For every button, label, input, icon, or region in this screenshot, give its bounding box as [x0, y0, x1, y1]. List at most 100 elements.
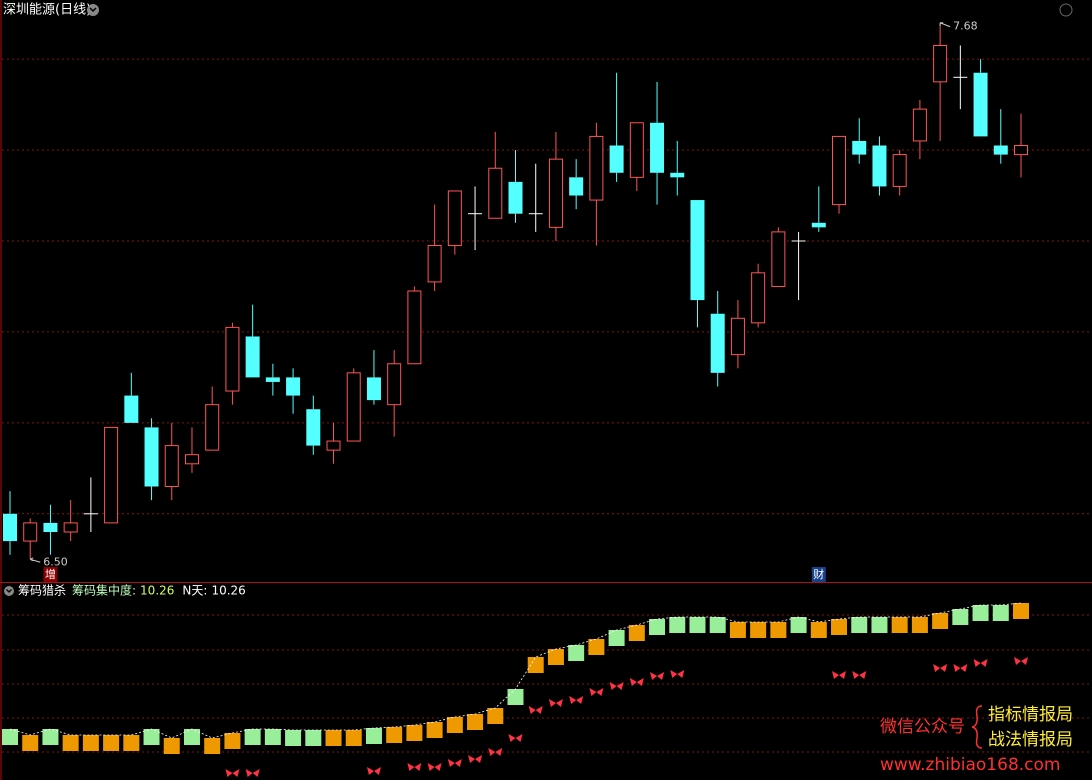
candle-body	[306, 409, 321, 446]
readout-name: N天:	[182, 584, 207, 598]
concentration-square	[911, 617, 928, 633]
concentration-square	[42, 729, 59, 745]
concentration-square	[183, 729, 200, 745]
concentration-square	[568, 645, 585, 661]
signal-marker	[933, 664, 948, 672]
signal-marker	[832, 671, 847, 679]
candle-body	[286, 377, 301, 396]
concentration-square	[426, 722, 443, 738]
concentration-square	[1013, 603, 1029, 619]
candle-body	[973, 72, 988, 137]
candle-body	[892, 154, 907, 187]
annotation-arrow	[939, 22, 951, 28]
min-label: 6.50	[43, 555, 68, 568]
candle-body	[589, 135, 604, 201]
concentration-square	[446, 717, 463, 733]
candle-body	[629, 122, 644, 178]
readout-name: 筹码集中度:	[72, 583, 136, 598]
signal-marker	[407, 763, 422, 771]
concentration-square	[224, 733, 241, 749]
concentration-square	[649, 619, 666, 635]
concentration-square	[689, 617, 706, 633]
concentration-square	[325, 730, 342, 746]
candle-body	[811, 222, 826, 228]
candle-body	[346, 372, 361, 442]
dropdown-arrow	[89, 7, 97, 13]
candle-body	[933, 44, 948, 83]
concentration-square	[244, 729, 261, 745]
concentration-square	[891, 617, 908, 633]
annotation-arrow	[29, 557, 41, 563]
candle-body	[650, 122, 665, 173]
concentration-square	[932, 613, 949, 629]
event-label: 财	[813, 567, 824, 581]
concentration-square	[123, 735, 140, 751]
candle-body	[427, 245, 442, 283]
candle-body	[366, 377, 381, 401]
concentration-square	[972, 605, 989, 621]
panel-title: 筹码猎杀	[18, 583, 66, 598]
watermark-text: 微信公众号	[880, 717, 965, 737]
concentration-square	[547, 649, 564, 665]
settings-icon[interactable]	[1059, 3, 1073, 17]
candle-body	[43, 522, 58, 532]
candle-body	[447, 190, 462, 247]
candle-body	[508, 181, 523, 214]
concentration-line	[9, 602, 1022, 739]
signal-marker	[629, 678, 644, 686]
watermark-url: www.zhibiao168.com	[880, 755, 1060, 775]
candle-body	[124, 395, 139, 423]
candle-body	[265, 377, 280, 382]
panel-arrow	[6, 589, 12, 593]
concentration-square	[790, 617, 807, 633]
concentration-square	[487, 708, 504, 724]
concentration-square	[810, 622, 827, 638]
candle-body	[569, 177, 584, 196]
candle-body	[387, 363, 402, 406]
event-badge	[43, 567, 58, 582]
candle-body	[832, 135, 847, 206]
concentration-square	[831, 619, 848, 635]
candle-body	[205, 404, 220, 451]
concentration-square	[467, 714, 484, 730]
candle-body	[245, 336, 260, 378]
candle-body	[164, 445, 179, 488]
candle-body	[225, 326, 240, 392]
candle-body	[184, 454, 199, 465]
candle-body	[1014, 145, 1028, 156]
candle-body	[548, 158, 563, 228]
concentration-square	[709, 617, 726, 633]
candle-body	[144, 427, 159, 487]
watermark-text: 指标情报局	[988, 705, 1073, 725]
candle-body	[326, 440, 341, 451]
signal-marker	[447, 759, 462, 767]
candle-body	[993, 145, 1008, 155]
concentration-square	[871, 617, 888, 633]
signal-marker	[852, 671, 867, 679]
concentration-square	[750, 622, 767, 638]
concentration-square	[365, 728, 382, 744]
signal-marker	[650, 672, 665, 680]
concentration-square	[669, 617, 686, 633]
signal-marker	[468, 755, 483, 763]
concentration-square	[992, 605, 1009, 621]
panel-icon[interactable]	[4, 586, 14, 596]
concentration-square	[729, 622, 746, 638]
candle-body	[407, 290, 422, 365]
concentration-square	[608, 630, 625, 646]
candle-body	[912, 108, 927, 142]
signal-marker	[225, 769, 240, 777]
readout-value: 10.26	[140, 584, 174, 598]
candle-body	[670, 172, 685, 178]
signal-marker	[609, 682, 624, 690]
signal-marker	[973, 659, 988, 667]
concentration-square	[82, 735, 99, 751]
concentration-square	[264, 729, 281, 745]
candle-body	[710, 313, 725, 373]
candle-body	[771, 231, 786, 287]
signal-marker	[528, 706, 543, 714]
signal-marker	[670, 670, 685, 678]
concentration-square	[386, 727, 403, 743]
concentration-square	[770, 622, 787, 638]
